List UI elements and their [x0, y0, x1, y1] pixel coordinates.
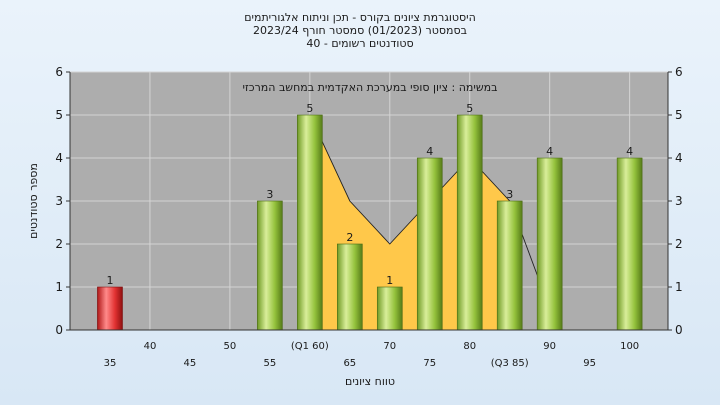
y-tick-label-left-0: 0 — [55, 323, 63, 337]
bar-value-label-100: 4 — [626, 145, 633, 158]
x-tick-label-40: 40 — [144, 341, 157, 352]
bar-100 — [616, 157, 643, 331]
bar-value-label-85: 3 — [506, 188, 513, 201]
chart-subtitle: במשימה : ציון סופי במערכת האקדמית במחשב … — [243, 81, 498, 94]
y-tick-label-right-3: 3 — [675, 194, 683, 208]
x-tick-label-75: 75 — [423, 358, 436, 369]
y-axis-label: מספר סטודנטים — [27, 163, 40, 239]
y-tick-label-left-2: 2 — [55, 237, 63, 251]
y-tick-label-left-3: 3 — [55, 194, 63, 208]
x-axis-ticks: 35 40 45 50 55 (Q1 60) 65 70 75 80 (Q3 85) 90 95 100 — [104, 341, 640, 369]
bar-value-label-35: 1 — [106, 274, 113, 287]
x-tick-label-85: (Q3 85) — [491, 358, 529, 369]
y-tick-label-right-1: 1 — [675, 280, 683, 294]
bar-80 — [456, 114, 483, 331]
bar-value-label-55: 3 — [266, 188, 273, 201]
x-tick-label-65: 65 — [343, 358, 356, 369]
x-tick-label-100: 100 — [620, 341, 639, 352]
bar-value-labels: 1 3 5 2 1 4 5 3 4 4 — [106, 102, 633, 287]
y-tick-label-right-0: 0 — [675, 323, 683, 337]
x-tick-label-50: 50 — [224, 341, 237, 352]
y-tick-label-left-1: 1 — [55, 280, 63, 294]
y-tick-label-right-2: 2 — [675, 237, 683, 251]
y-tick-label-left-5: 5 — [55, 108, 63, 122]
bar-value-label-80: 5 — [466, 102, 473, 115]
y-axis-right-ticks: 0 1 2 3 4 5 6 — [668, 65, 683, 337]
x-tick-label-60: (Q1 60) — [291, 341, 329, 352]
bar-value-label-75: 4 — [426, 145, 433, 158]
bar-85 — [496, 200, 523, 331]
bar-90 — [536, 157, 563, 331]
bar-70 — [376, 286, 403, 331]
y-axis-left-ticks: 0 1 2 3 4 5 6 — [55, 65, 70, 337]
bar-35 — [97, 286, 123, 331]
x-tick-label-95: 95 — [583, 358, 596, 369]
bar-55 — [257, 200, 283, 331]
bar-75 — [416, 157, 443, 331]
x-tick-label-70: 70 — [383, 341, 396, 352]
y-tick-label-left-4: 4 — [55, 151, 63, 165]
x-tick-label-35: 35 — [104, 358, 117, 369]
bar-value-label-65: 2 — [346, 231, 353, 244]
bar-value-label-90: 4 — [546, 145, 553, 158]
bar-value-label-70: 1 — [386, 274, 393, 287]
bars-group — [97, 114, 643, 331]
chart-title-line-1: היסטוגרמת ציונים בקורס - תכן וניתוח אלגו… — [244, 11, 476, 24]
bar-65 — [337, 243, 363, 331]
y-tick-label-right-4: 4 — [675, 151, 683, 165]
bar-value-label-60: 5 — [306, 102, 313, 115]
x-tick-label-55: 55 — [263, 358, 276, 369]
bar-60 — [297, 114, 323, 331]
x-axis-label: טווח ציונים — [345, 375, 395, 388]
chart-title-line-2: בסמסטר (01/2023) סמסטר חורף 2023/24 — [253, 24, 467, 37]
y-tick-label-left-6: 6 — [55, 65, 63, 79]
x-tick-label-90: 90 — [543, 341, 556, 352]
y-tick-label-right-6: 6 — [675, 65, 683, 79]
chart-title-line-3: סטודנטים רשומים - 40 — [306, 37, 413, 50]
y-tick-label-right-5: 5 — [675, 108, 683, 122]
x-tick-label-80: 80 — [463, 341, 476, 352]
x-tick-label-45: 45 — [184, 358, 197, 369]
